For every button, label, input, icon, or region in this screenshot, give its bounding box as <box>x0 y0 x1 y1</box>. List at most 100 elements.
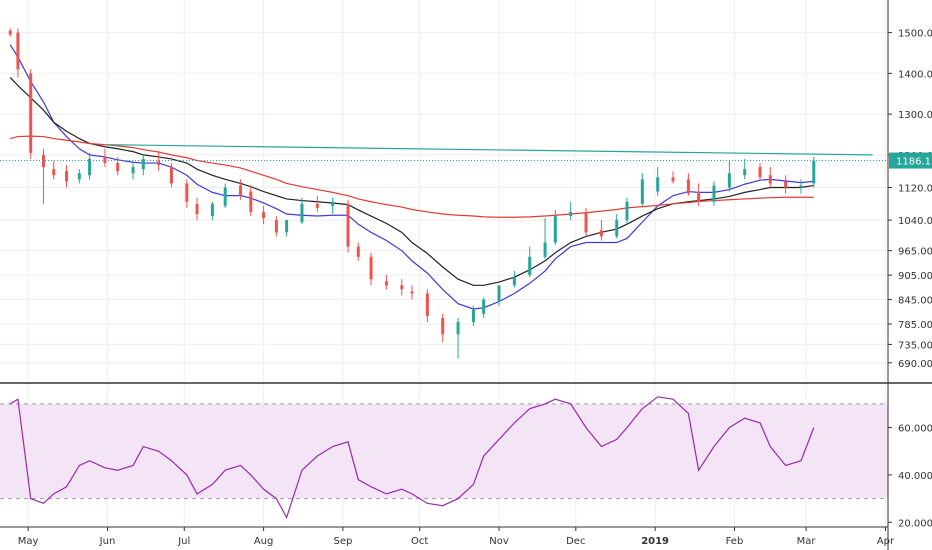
ma-line-0 <box>9 44 814 310</box>
price-tick-label: 785.00 <box>898 320 932 331</box>
candle-body <box>285 220 289 233</box>
candle-body <box>369 256 373 280</box>
price-tick-label: 845.00 <box>898 296 932 307</box>
candle-body <box>512 277 516 286</box>
time-tick-label: Jul <box>177 536 190 547</box>
rsi-line <box>9 396 815 520</box>
last-price-badge: 1186.15 <box>889 152 932 169</box>
candle-body <box>8 30 12 35</box>
candle-body <box>615 220 619 237</box>
last-price-badge-bg <box>889 152 932 169</box>
candle-body <box>712 185 716 202</box>
candle-body <box>185 183 189 202</box>
candle-body <box>812 160 816 184</box>
candle-body <box>262 211 266 219</box>
candle-body <box>223 187 227 206</box>
candle-body <box>441 317 445 335</box>
candle-body <box>425 293 429 316</box>
candle-body <box>65 171 69 182</box>
candle-body <box>42 154 46 168</box>
ma-line-2 <box>10 135 814 218</box>
time-tick-label: Feb <box>726 536 744 547</box>
price-tick-label: 1500.00 <box>898 29 932 40</box>
candle-body <box>768 175 772 184</box>
candle-body <box>743 169 747 176</box>
candle-body <box>274 220 278 233</box>
time-tick-label: Nov <box>489 536 509 547</box>
candle-body <box>625 201 629 221</box>
rsi-band <box>0 403 888 499</box>
candle-body <box>656 177 660 192</box>
candle-body <box>210 203 214 217</box>
candle-body <box>400 285 404 290</box>
candle-body <box>671 177 675 182</box>
candle-body <box>16 32 20 70</box>
candle-body <box>584 211 588 233</box>
candle-body <box>77 173 81 180</box>
candle-body <box>384 281 388 286</box>
candle-body <box>249 191 253 212</box>
candle-body <box>697 191 701 202</box>
candle-body <box>784 181 788 188</box>
candle-body <box>157 161 161 166</box>
candle-body <box>599 230 603 237</box>
candle-body <box>799 185 803 188</box>
time-tick-label: Dec <box>566 536 585 547</box>
trendline-segment <box>107 144 873 156</box>
time-tick-label: Apr <box>877 536 895 547</box>
candle-body <box>640 179 644 204</box>
candle-body <box>331 201 335 206</box>
candle-body <box>88 158 92 176</box>
rsi-tick-label: 60.0000 <box>898 424 932 435</box>
candle-body <box>543 242 547 257</box>
candle-body <box>482 299 486 314</box>
candle-body <box>471 309 475 323</box>
moving-averages <box>9 44 814 310</box>
price-tick-label: 735.00 <box>898 340 932 351</box>
time-tick-label: Aug <box>254 536 274 547</box>
candle-body <box>29 73 33 153</box>
trendline <box>107 144 873 156</box>
candle-body <box>141 158 145 170</box>
price-tick-label: 690.00 <box>898 359 932 370</box>
time-tick-label: 2019 <box>641 536 669 547</box>
price-tick-label: 1120.00 <box>898 184 932 195</box>
price-tick-label: 1300.00 <box>898 110 932 121</box>
price-tick-label: 965.00 <box>898 247 932 258</box>
candle-body <box>569 211 573 217</box>
price-tick-label: 1040.00 <box>898 216 932 227</box>
candle-body <box>528 256 532 276</box>
candle-body <box>239 185 243 196</box>
candle-body <box>131 167 135 174</box>
candle-body <box>195 203 199 214</box>
candle-body <box>103 156 107 164</box>
candle-body <box>300 203 304 223</box>
candle-body <box>553 216 557 243</box>
rsi-series <box>9 396 815 520</box>
candle-body <box>758 167 762 178</box>
candle-body <box>116 163 120 172</box>
candle-body <box>497 285 501 302</box>
rsi-tick-label: 20.0000 <box>898 518 932 529</box>
time-tick-label: Sep <box>333 536 352 547</box>
price-tick-label: 1400.00 <box>898 69 932 80</box>
price-tick-label: 905.00 <box>898 271 932 282</box>
candle-body <box>410 291 414 294</box>
rsi-axis[interactable]: 60.0000 40.0000 20.0000 <box>888 424 932 530</box>
time-tick-label: Jun <box>99 536 116 547</box>
candle-body <box>346 203 350 247</box>
candle-body <box>727 173 731 188</box>
time-tick-label: Mar <box>797 536 817 547</box>
rsi-tick-label: 40.0000 <box>898 471 932 482</box>
last-price-label: 1186.15 <box>896 157 932 168</box>
candle-body <box>356 246 360 257</box>
candle-body <box>169 167 173 184</box>
candle-body <box>456 322 460 335</box>
time-axis[interactable]: May Jun Jul Aug Sep Oct Nov Dec 2019 Feb Mar Apr <box>0 526 895 547</box>
candle-body <box>315 203 319 208</box>
candlestick-series <box>8 28 816 359</box>
time-tick-label: May <box>18 536 39 547</box>
time-tick-label: Oct <box>411 536 428 547</box>
candle-body <box>686 179 690 194</box>
